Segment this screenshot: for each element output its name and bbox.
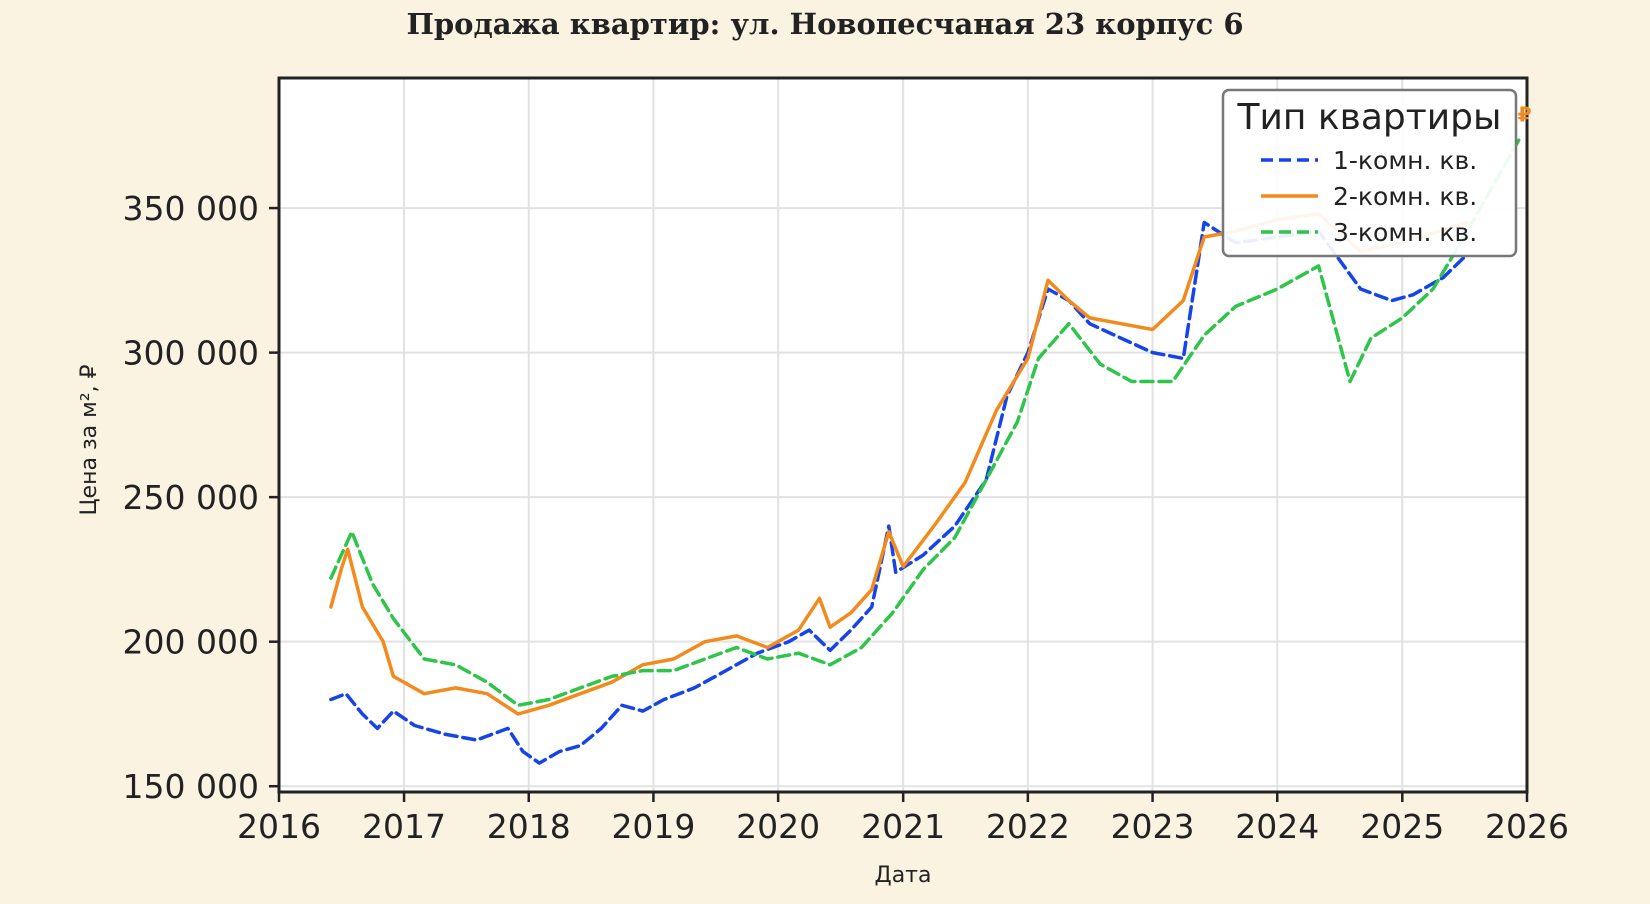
x-tick-label: 2019 [611, 807, 695, 846]
x-tick-label: 2016 [237, 807, 321, 846]
x-tick-label: 2025 [1360, 807, 1444, 846]
x-tick-label: 2021 [861, 807, 945, 846]
y-axis-label: Цена за м², ₽ [77, 364, 102, 515]
chart-title: Продажа квартир: ул. Новопесчаная 23 кор… [406, 7, 1243, 41]
x-tick-label: 2018 [487, 807, 571, 846]
y-tick-label: 150 000 [123, 767, 259, 806]
x-tick-label: 2024 [1235, 807, 1319, 846]
x-axis-label: Дата [875, 863, 932, 888]
y-tick-label: 300 000 [123, 334, 259, 373]
y-tick-label: 350 000 [123, 189, 259, 228]
legend-label-1: 1-комн. кв. [1333, 146, 1477, 175]
legend-box [1221, 88, 1518, 258]
x-tick-label: 2022 [986, 807, 1070, 846]
y-tick-label: 200 000 [123, 623, 259, 662]
x-tick-label: 2023 [1111, 807, 1195, 846]
legend-label-3: 3-комн. кв. [1333, 218, 1477, 247]
x-tick-label: 2026 [1485, 807, 1569, 846]
x-tick-label: 2017 [362, 807, 446, 846]
annotation-label: ₽ [1518, 102, 1532, 126]
x-tick-label: 2020 [736, 807, 820, 846]
y-tick-label: 250 000 [123, 478, 259, 517]
series-line-3 [329, 134, 1523, 708]
series-line-2 [329, 212, 1469, 716]
legend-title: Тип квартиры [1237, 97, 1502, 138]
legend-label-2: 2-комн. кв. [1333, 182, 1477, 211]
series-line-1 [329, 220, 1469, 765]
